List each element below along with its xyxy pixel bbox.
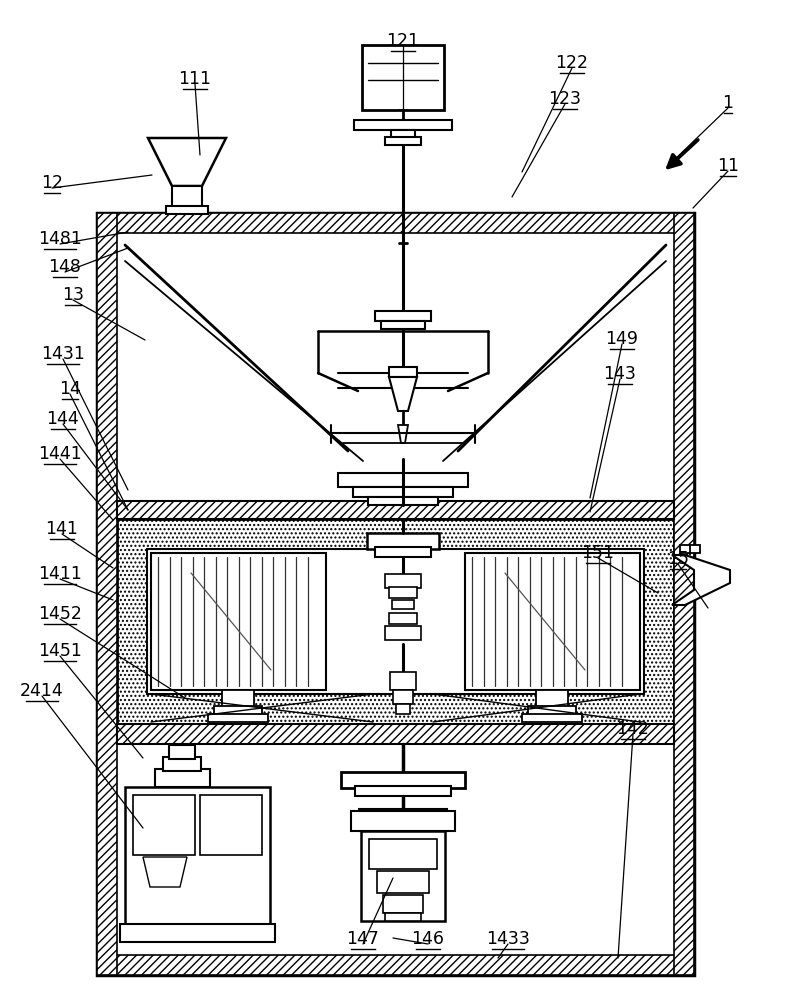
Bar [151, 553, 326, 690]
Polygon shape [148, 138, 226, 186]
Bar [200, 795, 262, 855]
Bar [389, 587, 417, 598]
Bar [674, 213, 694, 975]
Text: 1: 1 [722, 94, 733, 112]
Bar [361, 831, 445, 921]
Bar [354, 120, 452, 130]
Text: 1433: 1433 [486, 930, 530, 948]
Bar [362, 45, 444, 110]
Bar [465, 553, 640, 690]
Text: 151: 151 [582, 544, 615, 562]
Bar [117, 519, 674, 724]
Text: 1452: 1452 [38, 605, 82, 623]
Bar [383, 895, 423, 913]
Bar [222, 690, 254, 708]
Bar [117, 724, 674, 744]
Text: 15: 15 [667, 550, 689, 568]
Bar [120, 924, 275, 942]
Text: 1411: 1411 [38, 565, 82, 583]
Text: 144: 144 [46, 410, 79, 428]
Bar [133, 795, 195, 855]
Bar [208, 714, 268, 722]
Text: 13: 13 [62, 286, 84, 304]
Text: 1441: 1441 [38, 445, 82, 463]
Bar [338, 473, 468, 487]
Text: 148: 148 [49, 258, 81, 276]
Text: 143: 143 [604, 365, 637, 383]
Text: 123: 123 [549, 90, 582, 108]
Bar [390, 672, 416, 690]
Polygon shape [398, 425, 408, 443]
Bar [391, 130, 415, 138]
Text: 111: 111 [179, 70, 212, 88]
Bar [381, 321, 425, 329]
Bar [172, 186, 202, 208]
Bar [375, 311, 431, 321]
Bar [369, 839, 437, 869]
Bar [97, 213, 694, 975]
Bar [367, 533, 439, 549]
Bar [377, 871, 429, 893]
Text: 2414: 2414 [20, 682, 64, 700]
Bar [155, 769, 210, 787]
Bar [169, 745, 195, 759]
Text: 1451: 1451 [38, 642, 82, 660]
Bar [522, 714, 582, 722]
Bar [385, 626, 421, 640]
Bar [353, 487, 453, 497]
Text: 147: 147 [346, 930, 379, 948]
Text: 14: 14 [59, 380, 81, 398]
Bar [172, 205, 202, 213]
Text: 11: 11 [717, 157, 739, 175]
Bar [147, 549, 644, 694]
Bar [385, 913, 421, 921]
Bar [163, 757, 201, 771]
Polygon shape [143, 857, 187, 887]
Bar [341, 772, 465, 788]
Bar [368, 497, 438, 505]
Polygon shape [389, 377, 417, 411]
Bar [166, 206, 208, 214]
Bar [393, 690, 413, 704]
Bar [125, 787, 270, 927]
Bar [389, 613, 417, 624]
Text: 12: 12 [41, 174, 63, 192]
Bar [97, 213, 694, 233]
Text: 121: 121 [386, 32, 419, 50]
Text: 142: 142 [616, 720, 649, 738]
Bar [351, 811, 455, 831]
Text: 146: 146 [412, 930, 445, 948]
Bar [536, 690, 568, 708]
Bar [392, 600, 414, 609]
Text: 1481: 1481 [38, 230, 82, 248]
Text: 149: 149 [605, 330, 638, 348]
Bar [381, 847, 425, 859]
Bar [680, 545, 700, 553]
Bar [375, 547, 431, 557]
Bar [373, 812, 433, 826]
Bar [359, 809, 447, 831]
Bar [396, 704, 410, 714]
Text: 1431: 1431 [41, 345, 85, 363]
Bar [385, 574, 421, 588]
Bar [528, 706, 576, 716]
Bar [389, 367, 417, 377]
Bar [355, 786, 451, 796]
Text: 122: 122 [556, 54, 589, 72]
Bar [97, 955, 694, 975]
Bar [97, 213, 117, 975]
Polygon shape [672, 555, 730, 605]
Bar [385, 137, 421, 145]
Bar [117, 501, 674, 519]
Bar [214, 706, 262, 716]
Text: 141: 141 [46, 520, 79, 538]
